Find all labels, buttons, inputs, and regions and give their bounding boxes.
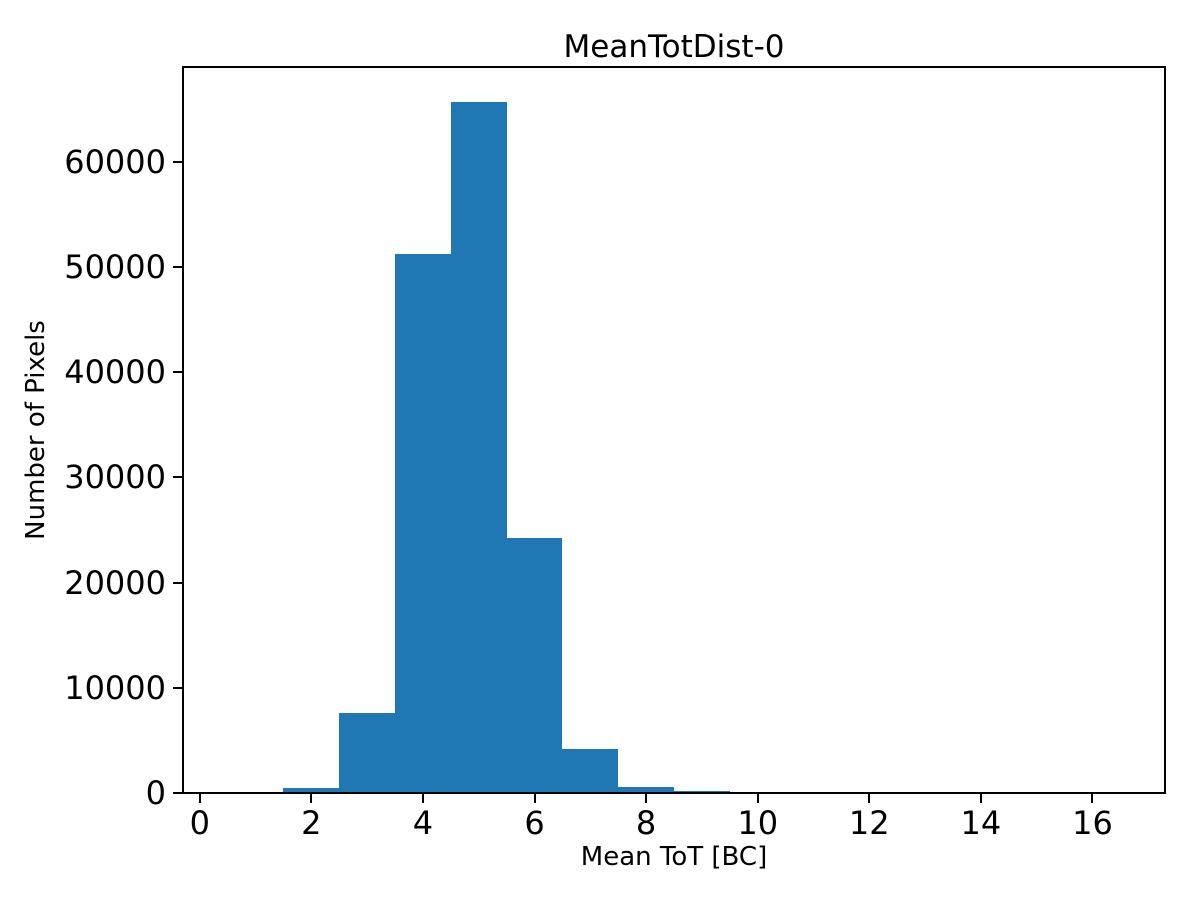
x-tick-mark (868, 794, 871, 803)
y-tick-mark (173, 476, 182, 479)
x-tick-mark (310, 794, 313, 803)
histogram-bar (283, 788, 340, 793)
plot-area: 0 2 4 6 8 10 12 14 16 0 10000 20000 30000 40000 50000 6… (64, 66, 1166, 841)
axis-spine-right (1164, 66, 1166, 794)
histogram-bar (562, 748, 619, 793)
y-tick-mark (173, 686, 182, 689)
axis-spine-bottom (182, 792, 1166, 794)
x-tick-label: 12 (848, 804, 890, 842)
x-tick-label: 8 (635, 804, 657, 842)
y-tick-mark (173, 371, 182, 374)
histogram-bar (339, 713, 395, 793)
x-tick-label: 4 (412, 804, 434, 842)
y-tick-label: 10000 (64, 668, 166, 707)
x-tick-label: 0 (189, 804, 210, 842)
y-tick-mark (173, 581, 182, 584)
x-tick-mark (198, 794, 201, 803)
histogram-bar (506, 538, 563, 793)
histogram-bar (450, 101, 507, 793)
x-tick-mark (645, 794, 648, 803)
y-tick-label: 20000 (64, 563, 166, 602)
x-tick-mark (533, 794, 536, 803)
y-tick-mark (173, 265, 182, 268)
x-tick-label: 2 (301, 804, 322, 842)
x-axis-label: Mean ToT [BC] (580, 842, 768, 872)
axis-spine-top (182, 66, 1166, 68)
x-tick-label: 6 (524, 804, 545, 842)
y-tick-label: 0 (145, 774, 166, 812)
y-tick-mark (173, 792, 182, 794)
x-tick-mark (421, 794, 424, 803)
x-tick-mark (1091, 794, 1094, 803)
histogram-bar (618, 786, 674, 793)
x-tick-label: 14 (960, 804, 1002, 842)
chart-title: MeanTotDist-0 (563, 29, 785, 65)
x-tick-mark (979, 794, 982, 803)
axis-spine-left (182, 66, 184, 794)
y-tick-mark (173, 160, 182, 163)
y-tick-label: 50000 (64, 247, 166, 286)
x-tick-label: 16 (1072, 804, 1113, 842)
y-tick-label: 60000 (64, 142, 166, 181)
x-tick-mark (756, 794, 759, 803)
x-tick-label: 10 (737, 804, 779, 842)
histogram-bar (395, 254, 451, 793)
y-tick-label: 30000 (64, 458, 166, 497)
y-tick-label: 40000 (64, 353, 166, 392)
y-axis-label: Number of Pixels (21, 320, 51, 540)
